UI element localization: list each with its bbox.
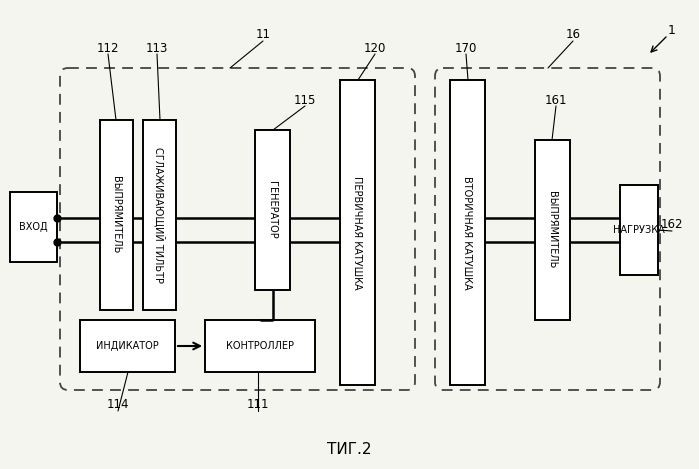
Text: 111: 111: [247, 399, 269, 411]
Text: 120: 120: [363, 41, 386, 54]
Text: 161: 161: [545, 93, 568, 106]
Bar: [450, 80, 485, 385]
Text: НАГРУЗКА: НАГРУЗКА: [613, 225, 665, 235]
Text: ВТОРИЧНАЯ КАТУШКА: ВТОРИЧНАЯ КАТУШКА: [463, 176, 473, 289]
Text: 162: 162: [661, 219, 683, 232]
Bar: [620, 185, 658, 275]
Text: 170: 170: [455, 41, 477, 54]
Text: 1: 1: [668, 23, 676, 37]
Bar: [205, 320, 315, 372]
Bar: [255, 130, 290, 290]
Text: 11: 11: [256, 29, 271, 41]
Text: 112: 112: [96, 41, 120, 54]
Bar: [143, 120, 176, 310]
Text: ПЕРВИЧНАЯ КАТУШКА: ПЕРВИЧНАЯ КАТУШКА: [352, 176, 363, 289]
Text: КОНТРОЛЛЕР: КОНТРОЛЛЕР: [226, 341, 294, 351]
Text: СГЛАЖИВАЮЩИЙ ΤИЛЬТР: СГЛАЖИВАЮЩИЙ ΤИЛЬТР: [154, 147, 166, 283]
Bar: [340, 80, 375, 385]
Text: 114: 114: [107, 399, 129, 411]
Text: 16: 16: [565, 29, 580, 41]
Text: 113: 113: [146, 41, 168, 54]
Text: ГЕНЕРАТОР: ГЕНЕРАТОР: [268, 181, 278, 239]
Text: ВЫПРЯМИТЕЛЬ: ВЫПРЯМИТЕЛЬ: [547, 191, 558, 269]
Text: ВЫПРЯМИТЕЛЬ: ВЫПРЯМИТЕЛЬ: [112, 176, 122, 254]
Text: ВХОД: ВХОД: [19, 222, 48, 232]
Bar: [535, 140, 570, 320]
Bar: [10, 192, 57, 262]
Text: 115: 115: [294, 93, 316, 106]
Text: ΤИГ.2: ΤИГ.2: [327, 442, 372, 457]
Text: ИНДИКАТОР: ИНДИКАТОР: [96, 341, 159, 351]
Bar: [80, 320, 175, 372]
Bar: [100, 120, 133, 310]
